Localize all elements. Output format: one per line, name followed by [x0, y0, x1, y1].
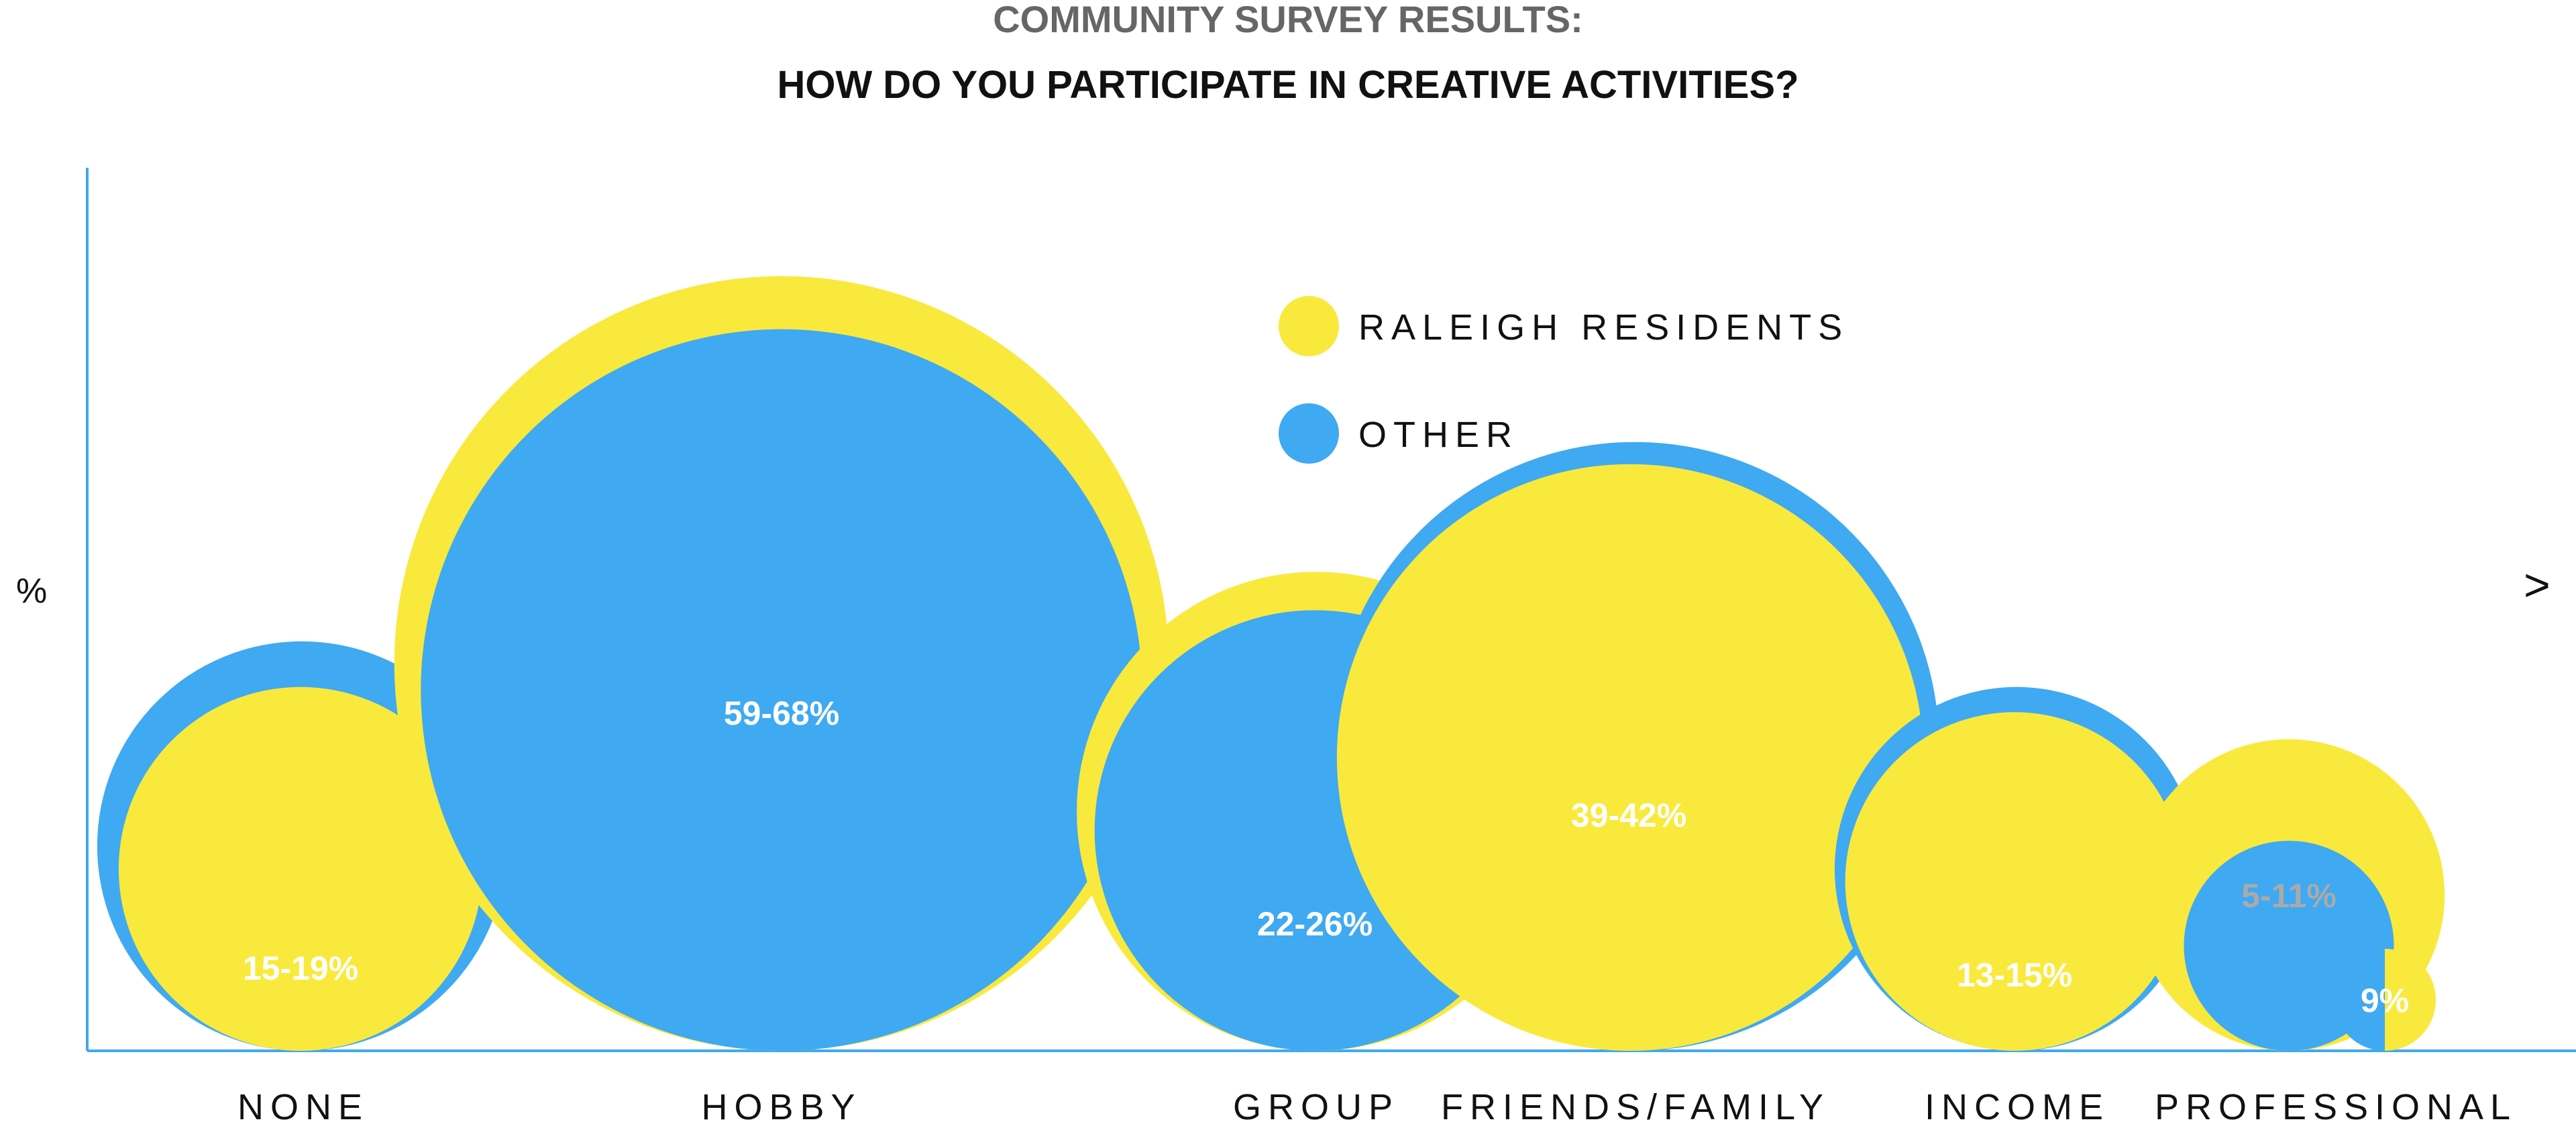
data-label-income: 13-15%: [1957, 956, 2072, 994]
bubble-raleigh-none: [118, 686, 483, 1051]
legend-swatch-raleigh: [1279, 296, 1339, 356]
chart-subtitle: HOW DO YOU PARTICIPATE IN CREATIVE ACTIV…: [777, 63, 1799, 107]
data-label-professional: 5-11%: [2241, 877, 2337, 915]
category-label-income: INCOME: [1925, 1087, 2110, 1127]
chart-title: COMMUNITY SURVEY RESULTS:: [993, 0, 1583, 40]
category-label-none: NONE: [237, 1087, 369, 1127]
bubble-raleigh-friends-family: [1336, 464, 1924, 1051]
x-tick-labels: NONE HOBBY GROUP FRIENDS/FAMILY INCOME P…: [237, 1087, 2517, 1127]
data-label-friends-family: 39-42%: [1571, 797, 1686, 834]
data-label-none: 15-19%: [243, 949, 358, 987]
category-label-professional: PROFESSIONAL: [2155, 1087, 2517, 1127]
professional-split-left: [2334, 949, 2385, 1051]
bubble-other-hobby: [421, 329, 1142, 1051]
professional-split-right: [2385, 949, 2436, 1051]
legend-swatch-other: [1279, 403, 1339, 464]
professional-split-marker: [2334, 949, 2436, 1051]
data-label-hobby: 59-68%: [724, 695, 839, 732]
next-arrow-icon[interactable]: >: [2524, 560, 2551, 611]
data-labels: 15-19% 59-68% 22-26% 39-42% 13-15% 5-11%…: [243, 695, 2409, 1019]
y-unit-label: %: [16, 572, 47, 611]
bubble-raleigh-income: [1845, 712, 2184, 1051]
next-arrow-label[interactable]: >: [2524, 560, 2551, 611]
category-label-group: GROUP: [1233, 1087, 1399, 1127]
legend-label-other: OTHER: [1358, 415, 1519, 455]
legend: RALEIGH RESIDENTS OTHER: [1279, 296, 1849, 464]
bubbles-layer: [97, 276, 2445, 1051]
data-label-professional-split: 9%: [2361, 982, 2409, 1019]
legend-label-raleigh: RALEIGH RESIDENTS: [1358, 307, 1849, 348]
data-label-group: 22-26%: [1257, 905, 1373, 943]
category-label-hobby: HOBBY: [701, 1087, 861, 1127]
category-label-friends-family: FRIENDS/FAMILY: [1441, 1087, 1830, 1127]
